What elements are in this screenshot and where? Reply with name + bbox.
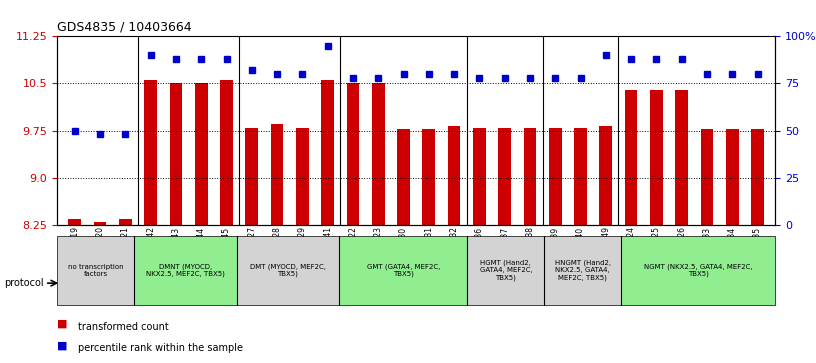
Text: no transcription
factors: no transcription factors bbox=[68, 264, 123, 277]
Bar bbox=[600, 126, 612, 225]
Text: ■: ■ bbox=[57, 319, 68, 329]
Bar bbox=[94, 222, 106, 225]
Bar bbox=[119, 219, 131, 225]
Bar bbox=[397, 130, 410, 225]
Bar bbox=[574, 127, 587, 225]
Text: ■: ■ bbox=[57, 340, 68, 351]
Text: HGMT (Hand2,
GATA4, MEF2C,
TBX5): HGMT (Hand2, GATA4, MEF2C, TBX5) bbox=[480, 260, 532, 281]
Bar bbox=[271, 125, 283, 225]
Bar bbox=[296, 127, 308, 225]
Bar bbox=[524, 127, 536, 225]
Bar bbox=[448, 126, 460, 225]
Bar bbox=[170, 83, 182, 225]
Bar bbox=[701, 130, 713, 225]
Text: GDS4835 / 10403664: GDS4835 / 10403664 bbox=[57, 21, 192, 34]
Bar bbox=[676, 90, 688, 225]
Text: percentile rank within the sample: percentile rank within the sample bbox=[78, 343, 242, 354]
Bar bbox=[347, 83, 359, 225]
Text: transformed count: transformed count bbox=[78, 322, 168, 332]
Bar bbox=[549, 127, 561, 225]
Text: NGMT (NKX2.5, GATA4, MEF2C,
TBX5): NGMT (NKX2.5, GATA4, MEF2C, TBX5) bbox=[644, 264, 752, 277]
Bar bbox=[220, 80, 233, 225]
Bar bbox=[69, 219, 81, 225]
Bar bbox=[499, 127, 511, 225]
Text: HNGMT (Hand2,
NKX2.5, GATA4,
MEF2C, TBX5): HNGMT (Hand2, NKX2.5, GATA4, MEF2C, TBX5… bbox=[555, 260, 611, 281]
Text: DMT (MYOCD, MEF2C,
TBX5): DMT (MYOCD, MEF2C, TBX5) bbox=[250, 264, 326, 277]
Bar bbox=[726, 130, 738, 225]
Bar bbox=[195, 83, 207, 225]
Bar bbox=[752, 129, 764, 225]
Text: protocol: protocol bbox=[4, 278, 44, 288]
Bar bbox=[423, 130, 435, 225]
Text: DMNT (MYOCD,
NKX2.5, MEF2C, TBX5): DMNT (MYOCD, NKX2.5, MEF2C, TBX5) bbox=[146, 264, 224, 277]
Bar bbox=[322, 80, 334, 225]
Text: GMT (GATA4, MEF2C,
TBX5): GMT (GATA4, MEF2C, TBX5) bbox=[366, 264, 440, 277]
Bar bbox=[144, 80, 157, 225]
Bar bbox=[473, 127, 486, 225]
Bar bbox=[625, 90, 637, 225]
Bar bbox=[372, 83, 384, 225]
Bar bbox=[246, 127, 258, 225]
Bar bbox=[650, 90, 663, 225]
